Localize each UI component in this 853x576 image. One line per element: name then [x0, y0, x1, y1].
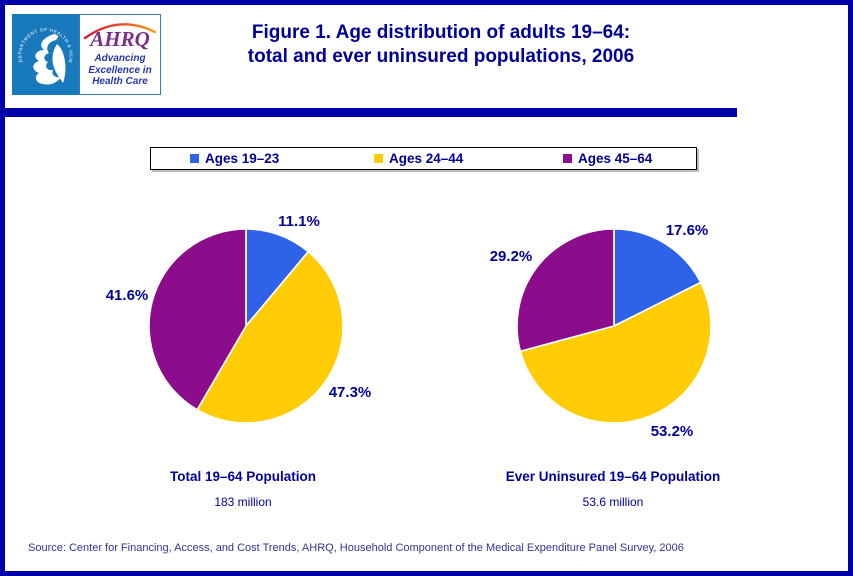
pie1-label-ages-45-64: 41.6%	[105, 287, 149, 304]
ahrq-tagline: Advancing Excellence in Health Care	[80, 53, 160, 88]
legend-item-ages-45-64: Ages 45–64	[563, 148, 652, 169]
legend-label: Ages 19–23	[205, 151, 280, 166]
header-divider-bar	[5, 108, 737, 117]
pie-slice-ages-24-44	[196, 250, 344, 424]
legend-swatch-blue	[190, 154, 199, 163]
pie1-caption-title: Total 19–64 Population	[169, 469, 317, 484]
legend-item-ages-24-44: Ages 24–44	[374, 148, 463, 169]
pie-ever-uninsured-population	[516, 228, 712, 424]
hhs-eagle-icon: DEPARTMENT OF HEALTH & HUMAN SERVICES · …	[10, 10, 79, 95]
pie2-label-ages-19-23: 17.6%	[665, 222, 709, 239]
tagline-line: Health Care	[92, 76, 148, 87]
pie-total-population	[148, 228, 344, 424]
ahrq-wordmark: AHRQ	[90, 27, 150, 51]
source-note: Source: Center for Financing, Access, an…	[28, 542, 684, 554]
pie-slice-ages-19-23	[245, 228, 310, 327]
figure-title-line2: total and ever uninsured populations, 20…	[247, 46, 635, 67]
pie1-caption-subtitle: 183 million	[214, 495, 272, 509]
tagline-line: Advancing	[94, 53, 146, 64]
hhs-seal: DEPARTMENT OF HEALTH & HUMAN SERVICES · …	[10, 10, 79, 95]
legend: Ages 19–23 Ages 24–44 Ages 45–64	[150, 147, 697, 170]
figure-title: Figure 1. Age distribution of adults 19–…	[155, 21, 727, 69]
legend-item-ages-19-23: Ages 19–23	[190, 148, 279, 169]
pie2-label-ages-24-44: 53.2%	[650, 423, 694, 440]
pie-slice-ages-45-64	[148, 228, 247, 411]
legend-swatch-purple	[563, 154, 572, 163]
pie2-label-ages-45-64: 29.2%	[489, 248, 533, 265]
figure-title-line1: Figure 1. Age distribution of adults 19–…	[251, 22, 631, 43]
legend-swatch-yellow	[374, 154, 383, 163]
pie-slice-ages-24-44	[519, 281, 712, 424]
legend-label: Ages 45–64	[578, 151, 653, 166]
pie-slice-ages-19-23	[613, 228, 702, 327]
pie2-caption-subtitle: 53.6 million	[582, 495, 644, 509]
hhs-ahrq-logo: DEPARTMENT OF HEALTH & HUMAN SERVICES · …	[10, 10, 161, 95]
pie1-label-ages-19-23: 11.1%	[278, 213, 320, 230]
legend-label: Ages 24–44	[389, 151, 464, 166]
tagline-line: Excellence in	[88, 64, 152, 76]
pie2-caption-title: Ever Uninsured 19–64 Population	[505, 469, 721, 484]
ahrq-arc-icon	[83, 23, 157, 40]
ahrq-logo: AHRQ Advancing Excellence in Health Care	[79, 14, 161, 95]
pie1-label-ages-24-44: 47.3%	[328, 384, 372, 401]
pie-slice-ages-45-64	[516, 228, 615, 353]
